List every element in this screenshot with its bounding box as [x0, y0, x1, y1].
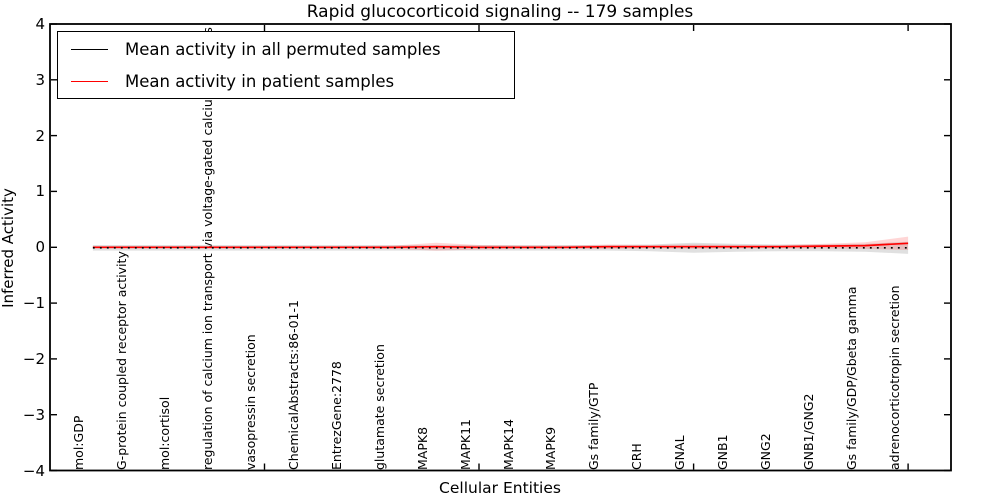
x-category-label: Gs family/GDP/Gbeta gamma [843, 286, 859, 470]
permuted-std-band [92, 241, 909, 254]
x-category-label: GNAL [672, 435, 688, 470]
legend-label: Mean activity in patient samples [125, 71, 395, 91]
x-category-label: MAPK11 [457, 419, 473, 470]
y-tick-label: 3 [35, 70, 45, 89]
x-axis-label: Cellular Entities [439, 479, 561, 497]
y-tick-label: 2 [35, 126, 45, 145]
x-category-label: MAPK8 [414, 426, 430, 470]
legend-item: Mean activity in all permuted samples [58, 33, 514, 65]
legend-line-sample [71, 80, 108, 82]
x-category-label: G-protein coupled receptor activity [114, 251, 130, 470]
y-tick-label: −2 [22, 349, 45, 368]
x-category-label: adrenocorticotropin secretion [886, 285, 902, 470]
y-tick-label: −4 [22, 461, 45, 480]
y-tick-label: 4 [35, 15, 45, 33]
legend-line-sample [71, 48, 108, 50]
x-category-label: ChemicalAbstracts:86-01-1 [285, 300, 301, 470]
patient-std-band [92, 236, 909, 251]
chart-title: Rapid glucocorticoid signaling -- 179 sa… [306, 2, 694, 22]
x-category-label: CRH [629, 443, 645, 470]
x-category-label: GNG2 [757, 433, 773, 470]
x-category-label: glutamate secretion [371, 344, 387, 470]
patient-mean-line [92, 242, 909, 249]
x-category-label: GNB1/GNG2 [800, 393, 816, 470]
y-tick-label: −3 [22, 405, 45, 424]
x-category-label: mol:cortisol [157, 396, 173, 470]
x-category-label: Gs family/GTP [586, 382, 602, 470]
x-category-label: mol:GDP [71, 415, 87, 470]
y-tick-label: 1 [35, 182, 45, 201]
y-tick-label: 0 [35, 238, 45, 257]
x-category-label: MAPK9 [543, 426, 559, 470]
x-category-label: GNB1 [715, 434, 730, 470]
legend-label: Mean activity in all permuted samples [125, 39, 441, 59]
legend-item: Mean activity in patient samples [58, 65, 514, 97]
x-category-label: MAPK14 [500, 419, 516, 470]
x-category-label: vasopressin secretion [243, 334, 258, 470]
y-tick-label: −1 [22, 294, 45, 313]
legend: Mean activity in all permuted samples Mea… [57, 31, 515, 99]
x-category-label: EntrezGene:2778 [328, 361, 344, 470]
